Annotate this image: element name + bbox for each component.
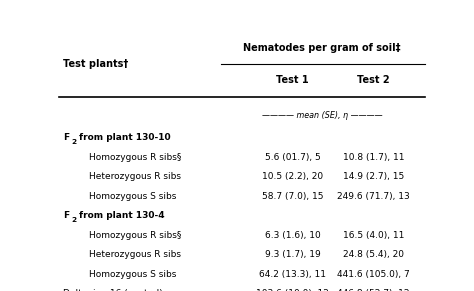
Text: 9.3 (1.7), 19: 9.3 (1.7), 19 xyxy=(264,251,320,260)
Text: 10.8 (1.7), 11: 10.8 (1.7), 11 xyxy=(343,153,404,162)
Text: 24.8 (5.4), 20: 24.8 (5.4), 20 xyxy=(343,251,404,260)
Text: F: F xyxy=(63,134,69,143)
Text: 58.7 (7.0), 15: 58.7 (7.0), 15 xyxy=(262,192,323,201)
Text: Test plants†: Test plants† xyxy=(63,59,128,69)
Text: Test 2: Test 2 xyxy=(357,75,390,85)
Text: 446.8 (52.7), 12: 446.8 (52.7), 12 xyxy=(337,290,410,291)
Text: from plant 130-4: from plant 130-4 xyxy=(76,212,165,221)
Text: 16.5 (4.0), 11: 16.5 (4.0), 11 xyxy=(343,231,404,240)
Text: Test 1: Test 1 xyxy=(276,75,309,85)
Text: 10.5 (2.2), 20: 10.5 (2.2), 20 xyxy=(262,173,323,182)
Text: F: F xyxy=(63,212,69,221)
Text: 249.6 (71.7), 13: 249.6 (71.7), 13 xyxy=(337,192,410,201)
Text: ———— mean (SE), η ————: ———— mean (SE), η ———— xyxy=(262,111,382,120)
Text: 14.9 (2.7), 15: 14.9 (2.7), 15 xyxy=(343,173,404,182)
Text: from plant 130-10: from plant 130-10 xyxy=(76,134,171,143)
Text: Homozygous R sibs§: Homozygous R sibs§ xyxy=(89,231,181,240)
Text: 2: 2 xyxy=(71,139,76,146)
Text: Deltapine 16 (control): Deltapine 16 (control) xyxy=(63,290,163,291)
Text: 64.2 (13.3), 11: 64.2 (13.3), 11 xyxy=(259,270,326,279)
Text: 441.6 (105.0), 7: 441.6 (105.0), 7 xyxy=(337,270,410,279)
Text: 5.6 (01.7), 5: 5.6 (01.7), 5 xyxy=(264,153,320,162)
Text: Heterozygous R sibs: Heterozygous R sibs xyxy=(89,251,181,260)
Text: Homozygous S sibs: Homozygous S sibs xyxy=(89,192,176,201)
Text: Heterozygous R sibs: Heterozygous R sibs xyxy=(89,173,181,182)
Text: Nematodes per gram of soil‡: Nematodes per gram of soil‡ xyxy=(243,43,401,53)
Text: Homozygous R sibs§: Homozygous R sibs§ xyxy=(89,153,181,162)
Text: 2: 2 xyxy=(71,217,76,223)
Text: 103.6 (10.0), 12: 103.6 (10.0), 12 xyxy=(256,290,329,291)
Text: Homozygous S sibs: Homozygous S sibs xyxy=(89,270,176,279)
Text: 6.3 (1.6), 10: 6.3 (1.6), 10 xyxy=(264,231,320,240)
